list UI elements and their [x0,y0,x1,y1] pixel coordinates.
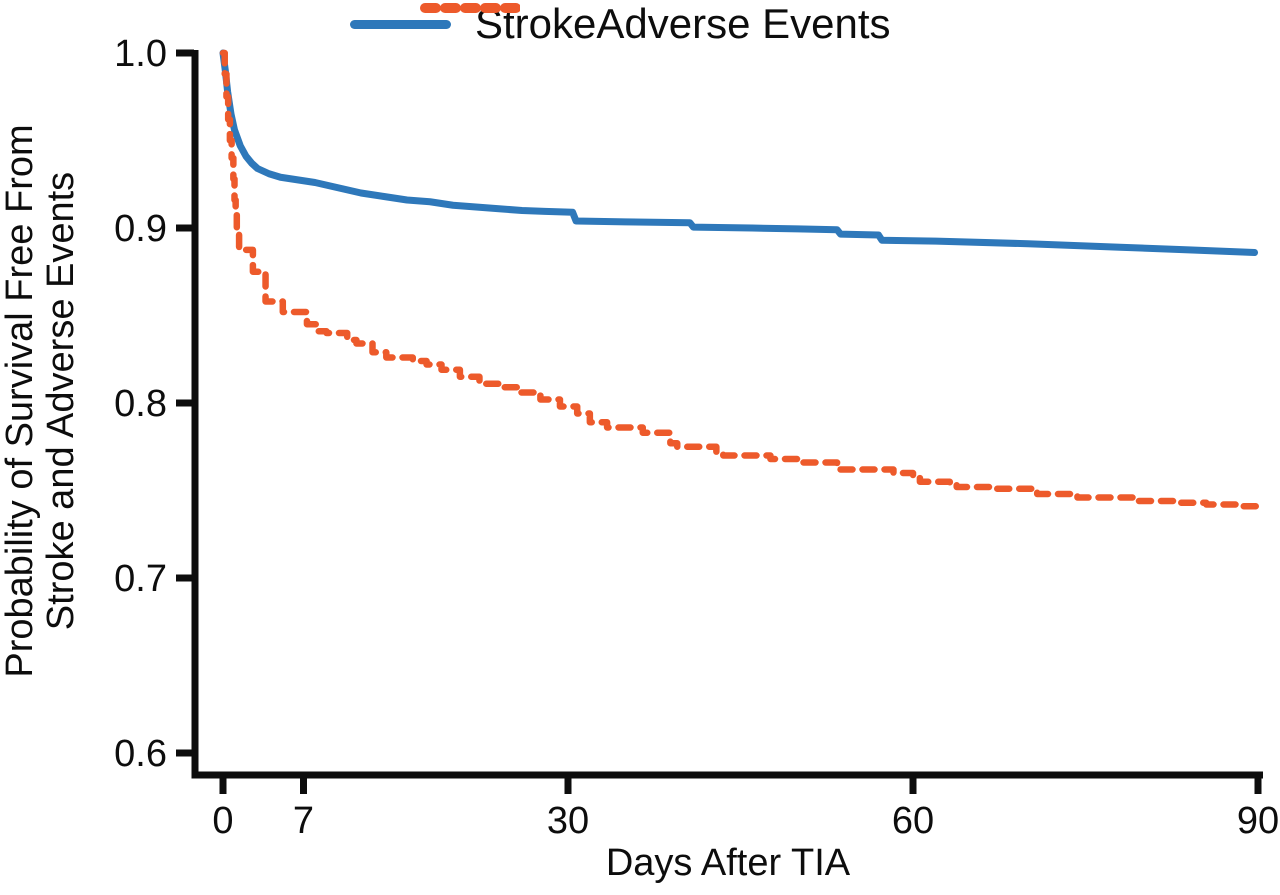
y-axis-title: Probability of Survival Free From Stroke… [0,124,82,677]
series-line-adverse-events [219,49,1262,513]
x-tick-label: 0 [212,800,233,842]
x-axis-title: Days After TIA [605,842,851,884]
x-tick-label: 90 [1237,800,1279,842]
y-tick-label: 0.9 [114,208,167,250]
series-line-stroke [219,49,1259,256]
stroke-line-swatch [350,19,451,29]
x-tick-label: 60 [892,800,934,842]
adverse-events-dashed-swatch [420,3,520,13]
y-tick-label: 0.7 [114,558,167,600]
legend: Stroke Adverse Events [350,2,891,46]
x-tick-label: 30 [547,800,589,842]
y-axis-title-line-1: Probability of Survival Free From [0,124,41,678]
y-tick-label: 0.8 [114,383,167,425]
y-tick-label: 1.0 [114,33,167,75]
y-tick-label: 0.6 [114,733,167,775]
legend-label-adverse-events: Adverse Events [596,0,891,47]
y-axis-title-line-2: Stroke and Adverse Events [40,171,82,631]
axis-spine [191,50,1263,779]
x-tick-label: 7 [293,800,314,842]
